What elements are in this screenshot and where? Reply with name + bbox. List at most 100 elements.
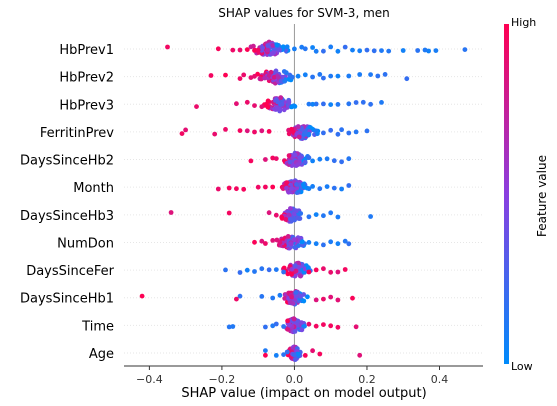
shap-dot-low [353,100,359,105]
shap-dot-low [317,156,323,162]
shap-dot-low [342,44,348,50]
shap-dot [299,320,304,325]
shap-dot [285,234,291,239]
shap-dot-high [255,184,261,190]
shap-dot [286,99,292,105]
shap-dot [281,69,287,74]
x-tick-label: −0.2 [209,373,236,386]
colorbar-high-label: High [511,16,536,29]
shap-dot-high [252,73,257,79]
row-gridlines [124,48,483,354]
shap-dot-high [259,104,265,110]
shap-dot-low [353,129,359,135]
shap-dot-high [259,238,265,244]
shap-dot [274,105,280,111]
shap-dot [286,131,292,137]
shap-dot [289,294,294,300]
shap-dot-high [306,269,312,275]
shap-dot-low [368,101,373,107]
shap-dot-high [273,212,279,218]
shap-dot-high [237,128,243,134]
shap-dot [294,182,299,187]
shap-dot-low [335,131,341,137]
shap-dot-low [346,73,352,79]
shap-dot-low [328,44,334,50]
shap-dot-high [350,295,355,301]
shap-dot [295,124,301,130]
shap-dot-low [335,241,341,247]
feature-label: Month [73,181,114,196]
shap-dot [284,180,290,186]
shap-dot-low [346,130,352,136]
shap-dot-low [339,186,344,192]
shap-dot [296,243,302,249]
x-tick-label: −0.4 [136,373,163,386]
shap-dot-low [226,324,232,330]
shap-dot [297,154,302,160]
shap-dot [275,74,281,80]
shap-dot-high [139,293,145,299]
shap-dot-low [223,267,228,273]
shap-dot-high [321,296,326,302]
shap-dot-low [306,101,312,107]
shap-dot [305,265,311,271]
chart-title: SHAP values for SVM-3, men [218,6,390,20]
feature-label: DaysSinceHb1 [20,292,114,307]
shap-dot-low [273,353,279,358]
shap-dot-low [317,72,323,77]
shap-dot-high [248,158,254,164]
shap-dot-low [335,214,341,220]
shap-dot [292,152,298,158]
shap-dot-low [324,156,330,162]
shap-dot-high [273,156,279,162]
shap-dot-low [313,48,319,54]
shap-dot-high [335,324,341,330]
shap-dot-low [281,352,286,357]
shap-dot-high [215,186,221,192]
shap-dot-low [321,213,326,219]
shap-dot [292,329,298,334]
shap-dot-high [194,104,199,109]
shap-dot-low [310,184,315,189]
shap-dot-low [342,238,348,244]
shap-dot [285,326,291,332]
shap-dot-low [360,99,366,105]
shap-dot [286,153,292,159]
shap-dot [282,296,288,301]
shap-dot-low [335,73,341,79]
shap-dot-low [346,156,352,162]
shap-dot-low [339,159,344,165]
shap-dot [289,271,294,277]
shap-dot [302,159,308,165]
shap-dot [283,217,289,222]
shap-dot-low [306,240,312,245]
shap-dot-low [273,267,279,272]
shap-dot-high [328,294,334,300]
shap-dot [284,185,289,191]
shap-dot-low [335,48,341,54]
shap-dots [139,39,468,362]
shap-dot-high [266,129,272,134]
shap-dot [289,74,295,80]
x-tick-label: 0.0 [286,373,304,386]
shap-dot-low [259,294,265,299]
shap-dot-high [241,72,247,78]
shap-dot [305,294,310,300]
shap-dot [278,95,284,101]
shap-dot-high [208,73,214,78]
shap-dot-low [321,101,326,107]
shap-dot-low [462,47,468,52]
shap-dot-low [350,47,355,53]
shap-dot-high [321,322,326,327]
shap-dot-high [328,323,334,329]
shap-dot-high [335,297,341,303]
shap-dot-high [168,210,174,215]
shap-dot-high [223,72,228,78]
shap-dot-low [302,46,308,52]
shap-dot-low [379,48,384,53]
shap-dot-low [328,102,334,107]
shap-dot [279,101,285,107]
shap-dot-high [212,131,218,137]
shap-dot-low [310,74,315,80]
